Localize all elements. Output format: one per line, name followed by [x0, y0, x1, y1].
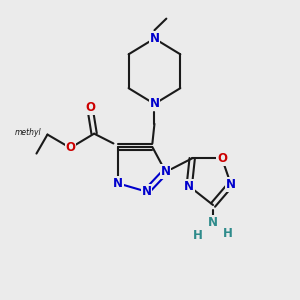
Text: N: N: [141, 185, 152, 198]
Text: N: N: [208, 216, 218, 229]
Text: N: N: [113, 177, 123, 190]
Text: N: N: [226, 178, 236, 191]
Text: H: H: [223, 227, 233, 240]
Text: N: N: [184, 180, 194, 193]
Text: N: N: [160, 165, 170, 178]
Text: methyl: methyl: [14, 128, 41, 137]
Text: O: O: [217, 152, 227, 165]
Text: O: O: [65, 141, 75, 154]
Text: N: N: [149, 98, 160, 110]
Text: O: O: [85, 101, 95, 114]
Text: H: H: [193, 229, 203, 242]
Text: N: N: [149, 32, 160, 45]
